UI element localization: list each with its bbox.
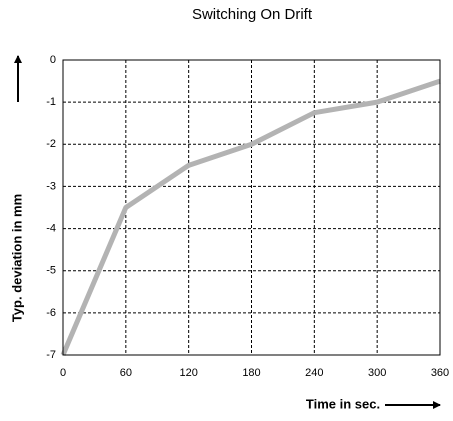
plot-frame bbox=[62, 59, 441, 356]
y-tick-label: -1 bbox=[46, 96, 56, 108]
y-tick-label: -2 bbox=[46, 138, 56, 150]
y-tick-label: -3 bbox=[46, 180, 56, 192]
x-tick-label: 60 bbox=[120, 367, 132, 379]
chart-title: Switching On Drift bbox=[192, 6, 313, 23]
x-tick-label: 120 bbox=[179, 367, 197, 379]
x-axis-label: Time in sec. bbox=[306, 396, 380, 411]
y-tick-label: -7 bbox=[46, 349, 56, 361]
x-tick-label: 240 bbox=[305, 367, 323, 379]
x-tick-label: 300 bbox=[368, 367, 386, 379]
x-tick-label: 0 bbox=[60, 367, 66, 379]
data-line bbox=[60, 78, 441, 356]
y-tick-label: -4 bbox=[46, 222, 56, 234]
x-tick-label: 360 bbox=[431, 367, 449, 379]
y-tick-label: -5 bbox=[46, 265, 56, 277]
y-tick-label: -6 bbox=[46, 307, 56, 319]
y-axis-label: Typ. deviation in mm bbox=[9, 194, 24, 322]
x-tick-label: 180 bbox=[242, 367, 260, 379]
y-tick-label: 0 bbox=[50, 54, 56, 66]
